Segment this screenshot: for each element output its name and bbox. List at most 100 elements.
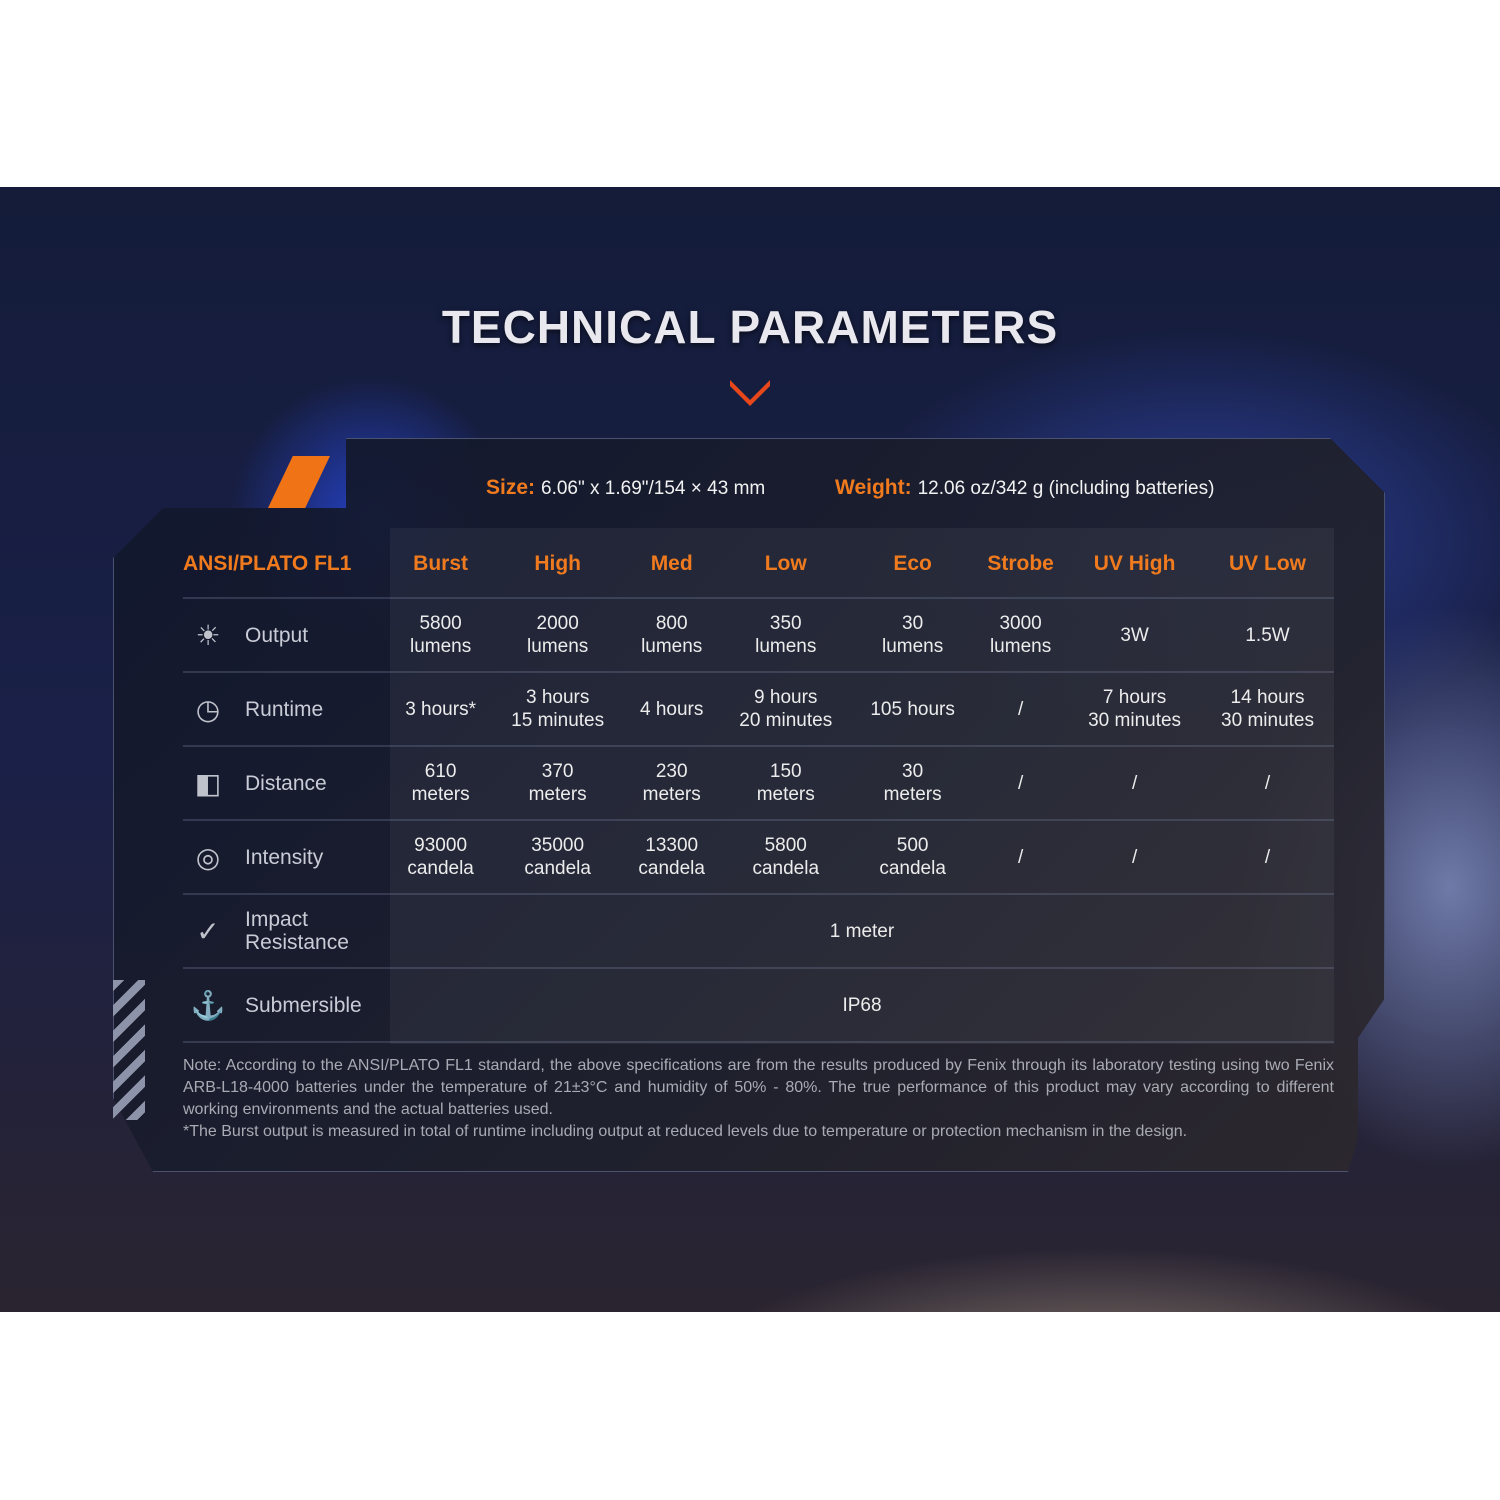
- table-cell: /: [1201, 746, 1334, 821]
- cell-line: 5800: [419, 613, 462, 634]
- row-label-text: Resistance: [245, 931, 349, 954]
- table-cell: /: [1068, 746, 1202, 821]
- table-row-impact: ✓ Impact Resistance 1 meter: [183, 894, 1334, 969]
- cell-line: lumens: [881, 636, 944, 657]
- cell-line: 800: [655, 613, 688, 634]
- cell-line: 500: [896, 835, 929, 856]
- table-row-submersible: ⚓ Submersible IP68: [183, 968, 1334, 1043]
- size-value: 6.06" x 1.69"/154 × 43 mm: [541, 478, 766, 499]
- table-cell: 3 hours 15 minutes: [491, 672, 625, 747]
- cell-line: /: [1017, 698, 1024, 720]
- table-cell: 3 hours*: [390, 672, 492, 747]
- impact-value: 1 meter: [390, 894, 1334, 969]
- table-cell: 13300 candela: [624, 820, 720, 895]
- table-cell: 93000 candela: [390, 820, 492, 895]
- cell-line: 30: [902, 613, 924, 634]
- submersible-value: IP68: [390, 968, 1334, 1043]
- table-cell: /: [973, 746, 1069, 821]
- cell-line: 9 hours: [754, 687, 818, 708]
- light-burst-icon: ☀: [195, 619, 221, 651]
- cell-line: 93000: [414, 835, 468, 856]
- cell-line: 1.5W: [1245, 624, 1290, 646]
- standard-header: ANSI/PLATO FL1: [183, 530, 390, 599]
- row-label: ◎ Intensity: [183, 820, 390, 895]
- table-cell: 105 hours: [852, 672, 974, 747]
- size-spec: Size: 6.06" x 1.69"/154 × 43 mm: [486, 476, 765, 500]
- spec-table: ANSI/PLATO FL1 Burst High Med Low Eco Strobe UV…: [183, 530, 1334, 1043]
- table-cell: 4 hours: [624, 672, 720, 747]
- cell-line: 4 hours: [640, 698, 704, 720]
- weight-value: 12.06 oz/342 g (including batteries): [917, 478, 1215, 499]
- table-cell: 30 lumens: [852, 598, 974, 673]
- table-cell: /: [1201, 820, 1334, 895]
- cell-line: 14 hours: [1230, 687, 1305, 708]
- mode-header: High: [491, 530, 625, 599]
- cell-line: 610: [424, 761, 457, 782]
- cell-line: 3000: [999, 613, 1042, 634]
- cell-line: /: [1017, 772, 1024, 794]
- weight-spec: Weight: 12.06 oz/342 g (including batteri…: [835, 476, 1214, 500]
- table-header: ANSI/PLATO FL1 Burst High Med Low Eco Strobe UV…: [183, 530, 1334, 599]
- cell-line: 13300: [645, 835, 699, 856]
- mode-header: Eco: [852, 530, 974, 599]
- cell-line: meters: [528, 784, 587, 805]
- cell-line: lumens: [641, 636, 703, 657]
- table-row: ◧ Distance 610 meters 370 meters 230 meters 150 m…: [183, 746, 1334, 821]
- table-cell: 35000 candela: [491, 820, 625, 895]
- row-label: ✓ Impact Resistance: [183, 894, 390, 969]
- table-cell: /: [1068, 820, 1202, 895]
- cell-line: lumens: [527, 636, 589, 657]
- cell-line: 350: [769, 613, 802, 634]
- row-label-text: Distance: [245, 771, 327, 795]
- cell-line: 30: [902, 761, 924, 782]
- beam-distance-icon: ◧: [194, 767, 222, 799]
- table-row: ◷ Runtime 3 hours* 3 hours 15 minutes 4 hours…: [183, 672, 1334, 747]
- weight-label: Weight:: [835, 476, 912, 499]
- burst-footnote: *The Burst output is measured in total o…: [183, 1123, 1188, 1140]
- row-label-text: Output: [245, 623, 309, 647]
- table-cell: 2000 lumens: [491, 598, 625, 673]
- cell-line: 3 hours: [525, 687, 590, 708]
- note: Note: According to the ANSI/PLATO FL1 st…: [183, 1055, 1334, 1143]
- table-cell: 7 hours 30 minutes: [1068, 672, 1202, 747]
- page-title: TECHNICAL PARAMETERS: [441, 301, 1059, 353]
- cell-line: 5800: [764, 835, 807, 856]
- table-cell: 1.5W: [1201, 598, 1334, 673]
- cell-line: /: [1264, 846, 1271, 868]
- cell-line: 2000: [536, 613, 579, 634]
- table-cell: 3W: [1068, 598, 1202, 673]
- cell-line: 150: [769, 761, 802, 782]
- row-label-text: Impact: [245, 908, 309, 931]
- table-cell: 5800 lumens: [390, 598, 492, 673]
- table-cell: /: [973, 820, 1069, 895]
- decor-stripes: [113, 980, 145, 1120]
- cell-line: candela: [407, 858, 474, 879]
- mode-header: Burst: [390, 530, 492, 599]
- row-label: ◷ Runtime: [183, 672, 390, 747]
- cell-line: 105 hours: [870, 698, 955, 720]
- row-label: ◧ Distance: [183, 746, 390, 821]
- cell-line: 3 hours*: [405, 698, 476, 720]
- cell-line: 30 minutes: [1088, 710, 1182, 731]
- cell-line: lumens: [755, 636, 817, 657]
- cell-line: 35000: [531, 835, 585, 856]
- cell-line: meters: [756, 784, 815, 805]
- mode-header: Strobe: [973, 530, 1069, 599]
- cell-line: candela: [638, 858, 705, 879]
- cell-line: 230: [655, 761, 688, 782]
- table-cell: 9 hours 20 minutes: [719, 672, 853, 747]
- impact-icon: ✓: [196, 915, 220, 947]
- table-cell: /: [973, 672, 1069, 747]
- table-cell: 3000 lumens: [973, 598, 1069, 673]
- row-label-text: Runtime: [245, 697, 324, 721]
- table-cell: 800 lumens: [624, 598, 720, 673]
- cell-line: /: [1264, 772, 1271, 794]
- table-cell: 5800 candela: [719, 820, 853, 895]
- table-cell: 370 meters: [491, 746, 625, 821]
- water-icon: ⚓: [190, 989, 226, 1021]
- mode-header: Med: [624, 530, 720, 599]
- table-row: ☀ Output 5800 lumens 2000 lumens 800 lumens 350 l…: [183, 598, 1334, 673]
- mode-header: Low: [719, 530, 853, 599]
- cell-line: 7 hours: [1102, 687, 1167, 708]
- table-cell: 230 meters: [624, 746, 720, 821]
